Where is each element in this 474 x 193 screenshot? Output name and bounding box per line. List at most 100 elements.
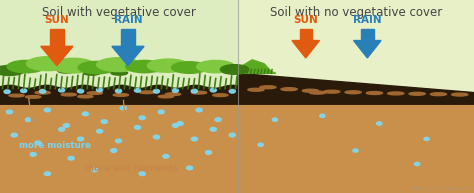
Ellipse shape [45, 172, 51, 176]
Ellipse shape [248, 88, 264, 91]
Ellipse shape [87, 92, 102, 94]
Ellipse shape [281, 88, 297, 91]
Ellipse shape [376, 122, 382, 125]
Bar [238, 0, 474, 193]
Bar [361, 29, 374, 41]
Ellipse shape [97, 58, 140, 72]
Ellipse shape [388, 92, 404, 95]
Ellipse shape [165, 93, 181, 96]
Ellipse shape [78, 95, 93, 98]
Ellipse shape [173, 89, 178, 92]
Text: SUN: SUN [45, 15, 69, 25]
Ellipse shape [135, 88, 140, 92]
Ellipse shape [58, 69, 74, 73]
Ellipse shape [213, 94, 228, 96]
Ellipse shape [96, 88, 102, 92]
Ellipse shape [258, 143, 264, 146]
Ellipse shape [96, 129, 102, 133]
Ellipse shape [366, 91, 383, 94]
Ellipse shape [191, 91, 207, 94]
Ellipse shape [163, 154, 169, 158]
Ellipse shape [35, 141, 41, 145]
Ellipse shape [11, 133, 17, 137]
Polygon shape [292, 41, 319, 58]
Ellipse shape [21, 89, 27, 92]
Ellipse shape [110, 149, 117, 152]
Ellipse shape [220, 69, 237, 73]
Ellipse shape [324, 90, 340, 93]
Ellipse shape [0, 65, 25, 75]
Ellipse shape [27, 57, 68, 71]
Ellipse shape [58, 127, 64, 131]
Ellipse shape [115, 139, 121, 143]
Ellipse shape [113, 94, 128, 96]
Ellipse shape [39, 90, 46, 93]
Ellipse shape [152, 67, 168, 72]
Ellipse shape [272, 118, 277, 121]
Ellipse shape [210, 127, 216, 131]
Ellipse shape [68, 156, 74, 160]
Ellipse shape [430, 93, 447, 96]
Ellipse shape [35, 91, 50, 94]
Ellipse shape [196, 108, 202, 112]
Ellipse shape [197, 60, 235, 73]
Ellipse shape [7, 110, 12, 114]
Ellipse shape [414, 163, 420, 166]
Ellipse shape [78, 61, 116, 74]
Ellipse shape [158, 110, 164, 114]
Ellipse shape [97, 68, 113, 72]
Ellipse shape [126, 60, 164, 73]
Ellipse shape [154, 135, 159, 139]
Ellipse shape [310, 91, 326, 94]
Ellipse shape [158, 95, 173, 98]
Polygon shape [41, 46, 73, 66]
Ellipse shape [91, 168, 98, 172]
Ellipse shape [302, 89, 319, 92]
Bar [0, 0, 238, 193]
Text: RAIN: RAIN [114, 15, 142, 25]
Ellipse shape [78, 89, 84, 93]
Bar [238, 104, 474, 193]
Ellipse shape [191, 137, 197, 141]
Ellipse shape [210, 88, 216, 92]
Ellipse shape [452, 93, 468, 96]
Text: more moisture: more moisture [19, 141, 91, 150]
Polygon shape [354, 41, 381, 58]
Ellipse shape [191, 89, 197, 93]
Ellipse shape [9, 94, 24, 97]
Ellipse shape [172, 62, 208, 73]
Ellipse shape [83, 71, 100, 75]
Polygon shape [238, 60, 276, 73]
Polygon shape [238, 73, 474, 104]
Text: RAIN: RAIN [353, 15, 382, 25]
Ellipse shape [260, 86, 276, 89]
Ellipse shape [63, 124, 69, 127]
Ellipse shape [147, 59, 189, 72]
Ellipse shape [353, 149, 358, 152]
Ellipse shape [177, 122, 183, 125]
Ellipse shape [220, 65, 249, 74]
Ellipse shape [82, 112, 88, 116]
Bar [0, 104, 238, 193]
Ellipse shape [139, 172, 145, 176]
Ellipse shape [30, 152, 36, 156]
Ellipse shape [206, 151, 211, 154]
Text: eschooltoday.com: eschooltoday.com [412, 186, 469, 191]
Ellipse shape [62, 67, 79, 71]
Text: SUN: SUN [293, 15, 318, 25]
Ellipse shape [187, 166, 192, 170]
Ellipse shape [215, 118, 221, 122]
Ellipse shape [4, 90, 10, 93]
Ellipse shape [139, 91, 155, 94]
Ellipse shape [26, 96, 41, 98]
Ellipse shape [120, 106, 126, 110]
Ellipse shape [58, 88, 64, 92]
Ellipse shape [135, 125, 140, 129]
Ellipse shape [14, 68, 30, 72]
Ellipse shape [45, 108, 51, 112]
Ellipse shape [61, 93, 76, 96]
Bar [300, 29, 312, 41]
Text: more soil nutrients: more soil nutrients [85, 164, 179, 173]
Ellipse shape [229, 133, 235, 137]
Ellipse shape [7, 60, 45, 73]
